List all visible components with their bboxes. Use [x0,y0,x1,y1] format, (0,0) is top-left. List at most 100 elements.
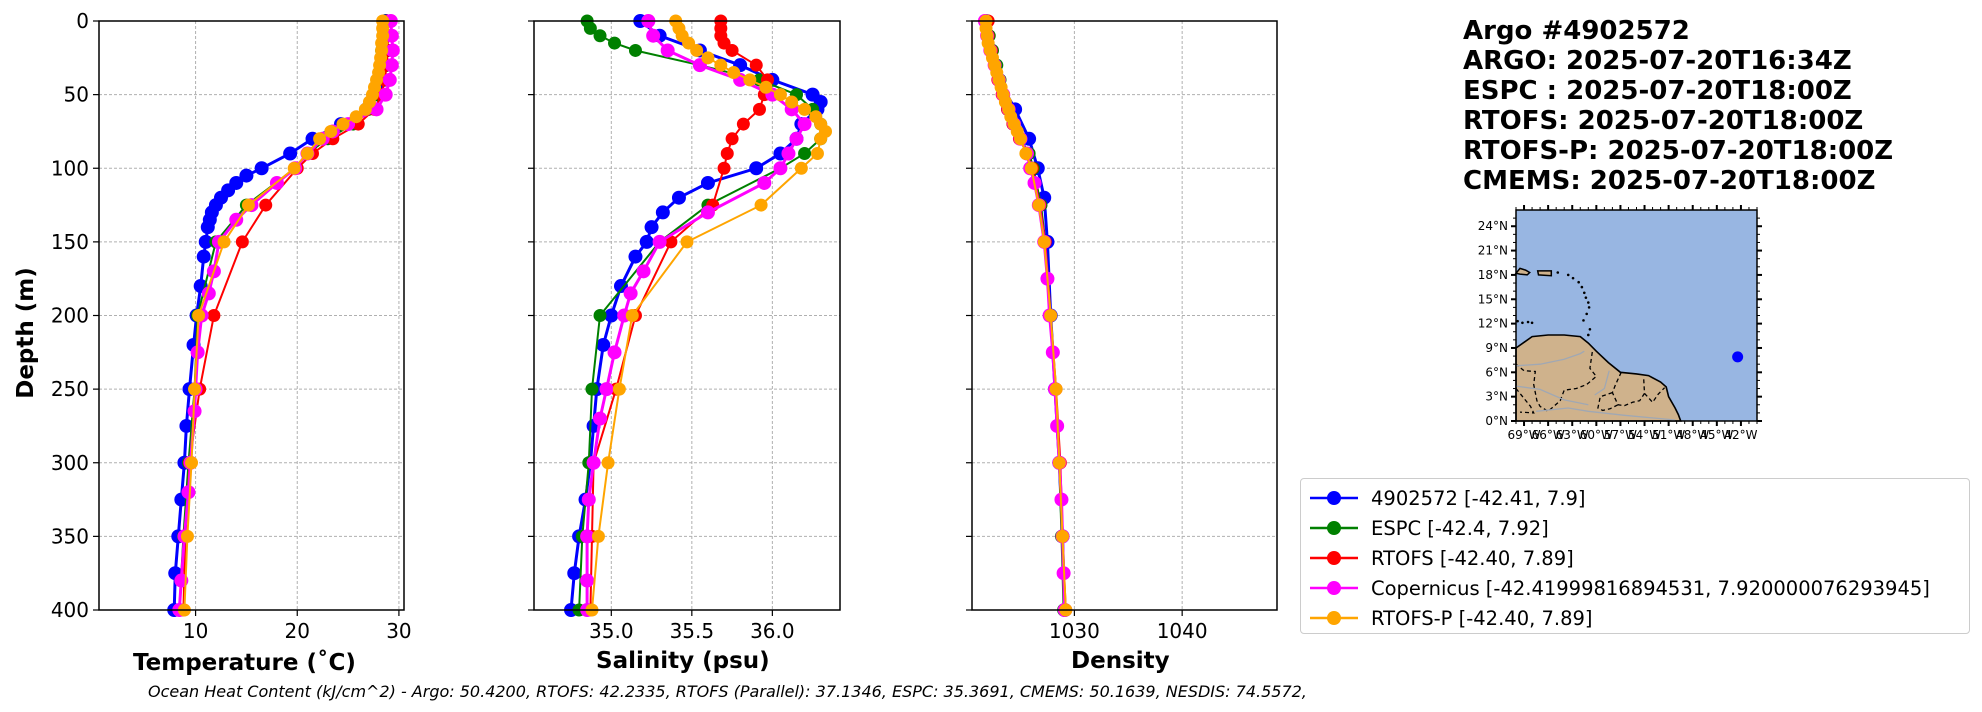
data-point-rtofs-p [1024,161,1038,175]
island-dot [1584,296,1588,299]
island-dot [1585,312,1588,316]
lat-tick-label: 6°N [1485,365,1508,379]
data-point-rtofs-p [1056,529,1070,543]
data-point-copernicus [660,43,675,58]
lon-tick-label: 60°W [1580,428,1613,442]
data-point-rtofs [725,132,739,146]
data-point-rtofs-p [349,110,363,124]
data-point-espc [798,147,812,161]
data-point-argo [254,161,269,176]
data-point-argo [749,161,764,176]
lon-tick-label: 57°W [1604,428,1637,442]
data-point-rtofs-p [300,147,314,161]
data-point-copernicus [623,286,638,301]
puerto-rico-island [1536,270,1553,277]
legend-label: Copernicus [-42.41999816894531, 7.920000… [1371,576,1930,600]
lat-tick-label: 0°N [1485,414,1508,428]
island-dot [1582,319,1585,322]
data-point-rtofs-p [810,147,824,161]
island-dot [1521,321,1524,325]
ocean-heat-content-footer: Ocean Heat Content (kJ/cm^2) - Argo: 50.… [148,682,1307,701]
x-tick-label: 30 [386,619,411,643]
data-point-copernicus [581,492,596,507]
country-border [1515,351,1598,413]
legend: 4902572 [-42.41, 7.9] ESPC [-42.4, 7.92]… [1300,478,1970,634]
country-border [1644,387,1666,404]
data-point-rtofs-p [1052,456,1066,470]
panel-2: 1030 1040 [966,14,1278,643]
data-point-rtofs-p [1049,382,1063,396]
x-tick-label: 10 [183,619,208,643]
data-point-espc [583,21,597,35]
country-border [1597,391,1619,412]
data-point-copernicus [781,146,796,161]
river [1515,350,1585,367]
lon-tick-label: 48°W [1676,428,1709,442]
data-point-copernicus [636,264,651,279]
legend-item-copernicus: Copernicus [-42.41999816894531, 7.920000… [1301,573,1969,603]
data-point-copernicus [229,212,244,227]
data-point-rtofs [736,117,750,131]
title-argo-id: Argo #4902572 [1463,16,1690,46]
data-point-rtofs-p [591,529,605,543]
legend-marker-icon [1310,551,1358,565]
legend-label: 4902572 [-42.41, 7.9] [1371,486,1586,510]
x-tick-label: 1030 [1049,619,1100,643]
island-dot [1566,273,1570,277]
legend-item-argo: 4902572 [-42.41, 7.9] [1301,483,1969,513]
data-point-copernicus [384,28,399,43]
data-point-espc [608,36,622,50]
x-tick-label: 35.0 [589,619,634,643]
data-point-argo [639,234,654,249]
data-point-rtofs [725,43,739,57]
legend-label: RTOFS-P [-42.40, 7.89] [1371,606,1593,630]
island-dot [1588,327,1592,331]
data-point-copernicus [757,175,772,190]
data-point-rtofs-p [714,58,728,72]
title-argo-time: ARGO: 2025-07-20T16:34Z [1463,46,1852,76]
temperature-xlabel: Temperature (˚C) [133,650,356,676]
country-border [1515,388,1535,414]
title-espc-time: ESPC : 2025-07-20T18:00Z [1463,76,1852,106]
data-point-copernicus [181,485,196,500]
data-point-argo [700,175,715,190]
data-point-rtofs-p [313,132,327,146]
lat-tick-label: 18°N [1478,268,1508,282]
x-tick-label: 35.5 [670,619,715,643]
data-point-rtofs-p [690,43,704,57]
data-point-rtofs-p [241,198,255,212]
y-tick-label: 0 [76,9,89,33]
x-tick-label: 36.0 [750,619,795,643]
data-point-rtofs-p [180,529,194,543]
data-point-copernicus [700,205,715,220]
lon-tick-label: 42°W [1724,428,1757,442]
data-point-copernicus [580,529,595,544]
x-tick-label: 20 [285,619,310,643]
data-point-copernicus [586,455,601,470]
data-point-rtofs [752,102,766,116]
data-point-argo [671,190,686,205]
legend-marker-icon [1310,491,1358,505]
series-line-argo [569,19,823,611]
island-dot [1556,271,1560,274]
lat-tick-label: 21°N [1478,244,1508,258]
data-point-rtofs-p [185,456,199,470]
y-tick-label: 300 [51,451,89,475]
data-point-copernicus [593,411,608,426]
legend-marker-icon [1310,521,1358,535]
data-point-rtofs-p [814,132,828,146]
series-rtofs-p [177,14,390,617]
country-border [1611,372,1646,407]
island-dot [1587,301,1590,304]
lat-tick-label: 12°N [1478,317,1508,331]
data-point-argo [604,308,619,323]
lon-tick-label: 54°W [1628,428,1661,442]
panel-1: 35.0 35.5 36.0 [528,14,841,643]
lon-tick-label: 45°W [1700,428,1733,442]
data-point-rtofs-p [727,66,741,80]
river [1515,385,1589,406]
data-point-rtofs-p [785,95,799,109]
data-point-argo [567,566,582,581]
island-dot [1587,306,1591,309]
